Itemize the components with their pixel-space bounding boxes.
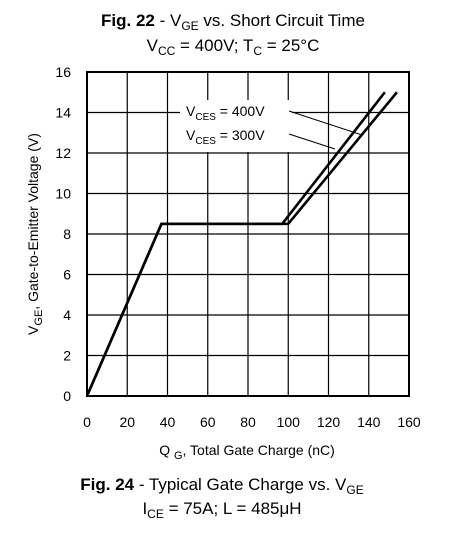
annotation-400-a: V <box>186 103 196 119</box>
x-tick-label: 120 <box>317 414 341 430</box>
annotation-leader-400 <box>288 110 363 136</box>
y-tick-label: 2 <box>63 348 71 364</box>
title-fig-label: Fig. 22 <box>101 11 155 30</box>
plot-frame <box>86 71 410 397</box>
x-tick-label: 140 <box>357 414 381 430</box>
x-tick-label: 160 <box>397 414 421 430</box>
figure-caption: Fig. 24 - Typical Gate Charge vs. VGE <box>80 475 363 497</box>
y-tick-label: 12 <box>55 145 71 161</box>
subtitle-b: = 400V; T <box>175 36 253 55</box>
x-tick-labels: 0 20 40 60 80 100 120 140 160 <box>83 414 421 430</box>
annotation-vces-400: VCES = 400V <box>186 103 265 123</box>
ylabel-sub: GE <box>33 310 45 326</box>
y-tick-labels: 0 2 4 6 8 10 12 14 16 <box>55 64 71 404</box>
title-text-2: vs. Short Circuit Time <box>199 11 365 30</box>
annotation-400-b: = 400V <box>216 103 265 119</box>
caption2-b: = 75A; L = 485μH <box>164 499 302 518</box>
title-subscript: GE <box>181 19 198 33</box>
caption-text: - Typical Gate Charge vs. V <box>134 475 347 494</box>
y-tick-label: 4 <box>63 307 71 323</box>
title-text: - V <box>155 11 182 30</box>
x-tick-label: 100 <box>277 414 301 430</box>
chart-subtitle: VCC = 400V; TC = 25°C <box>147 36 320 58</box>
y-tick-label: 14 <box>55 105 71 121</box>
ylabel-a: V <box>25 325 41 335</box>
annotation-300-sub: CES <box>195 136 216 147</box>
annotation-400-sub: CES <box>195 112 216 123</box>
annotation-leader-300 <box>288 133 336 150</box>
y-tick-label: 10 <box>55 186 71 202</box>
xlabel-sub: G <box>174 450 183 462</box>
series-line-2 <box>85 91 398 397</box>
series-group <box>85 91 398 397</box>
figure-caption-2: ICE = 75A; L = 485μH <box>142 499 301 521</box>
y-tick-label: 16 <box>55 64 71 80</box>
caption-subscript: GE <box>346 483 363 497</box>
y-tick-label: 8 <box>63 226 71 242</box>
subtitle-b-sub: C <box>253 44 262 58</box>
caption-fig-label: Fig. 24 <box>80 475 134 494</box>
x-tick-label: 60 <box>200 414 216 430</box>
chart-title: Fig. 22 - VGE vs. Short Circuit Time <box>101 11 365 33</box>
annotation-300-a: V <box>186 127 196 143</box>
subtitle-a: V <box>147 36 159 55</box>
xlabel-b: , Total Gate Charge (nC) <box>183 442 335 458</box>
caption2-sub: CE <box>147 507 164 521</box>
annotation-vces-300: VCES = 300V <box>186 127 265 147</box>
x-tick-label: 80 <box>240 414 256 430</box>
x-axis-label: Q G, Total Gate Charge (nC) <box>159 442 335 462</box>
y-tick-label: 0 <box>63 388 71 404</box>
x-tick-label: 40 <box>160 414 176 430</box>
subtitle-a-sub: CC <box>158 44 176 58</box>
y-tick-label: 6 <box>63 267 71 283</box>
caption2-a: I <box>142 499 147 518</box>
x-tick-label: 20 <box>119 414 135 430</box>
annotation-300-b: = 300V <box>216 127 265 143</box>
x-tick-label: 0 <box>83 414 91 430</box>
subtitle-c: = 25°C <box>262 36 319 55</box>
ylabel-b: , Gate-to-Emitter Voltage (V) <box>25 133 41 310</box>
annotation-box <box>180 100 292 152</box>
y-axis-label: VGE, Gate-to-Emitter Voltage (V) <box>25 133 45 335</box>
xlabel-a: Q <box>159 442 174 458</box>
